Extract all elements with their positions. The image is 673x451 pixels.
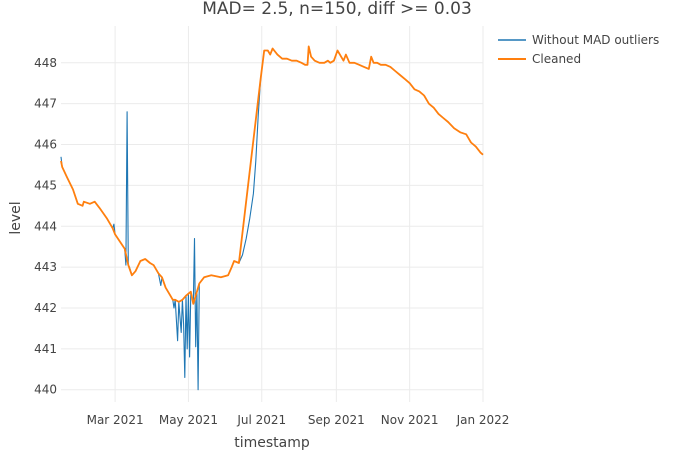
chart-title: MAD= 2.5, n=150, diff >= 0.03 (202, 0, 472, 19)
x-tick-label: Sep 2021 (308, 413, 365, 427)
y-tick-label: 441 (34, 342, 57, 356)
x-tick-label: Jan 2022 (456, 413, 510, 427)
series-group (60, 45, 484, 391)
x-tick-label: Nov 2021 (381, 413, 439, 427)
x-tick-label: Mar 2021 (87, 413, 144, 427)
grid (61, 26, 484, 402)
y-tick-label: 443 (34, 260, 57, 274)
y-axis-title: level (8, 201, 24, 234)
legend-label-without-mad-outliers: Without MAD outliers (532, 33, 659, 47)
y-tick-label: 448 (34, 56, 57, 70)
legend-item-cleaned[interactable]: Cleaned (498, 52, 581, 66)
legend-label-cleaned: Cleaned (532, 52, 581, 66)
y-tick-label: 442 (34, 301, 57, 315)
y-tick-label: 447 (34, 97, 57, 111)
y-tick-label: 446 (34, 138, 57, 152)
x-tick-label: May 2021 (159, 413, 218, 427)
legend-item-without-mad-outliers[interactable]: Without MAD outliers (498, 33, 659, 47)
y-tick-label: 444 (34, 219, 57, 233)
x-tick-label: Jul 2021 (236, 413, 286, 427)
x-axis-title: timestamp (234, 435, 310, 451)
y-axis: 440 441 442 443 444 445 446 447 448 (34, 56, 57, 397)
x-axis: Mar 2021 May 2021 Jul 2021 Sep 2021 Nov 2021… (87, 413, 510, 427)
series-line-cleaned (60, 45, 484, 305)
legend[interactable]: Without MAD outliers Cleaned (498, 33, 659, 66)
y-tick-label: 445 (34, 178, 57, 192)
y-tick-label: 440 (34, 383, 57, 397)
